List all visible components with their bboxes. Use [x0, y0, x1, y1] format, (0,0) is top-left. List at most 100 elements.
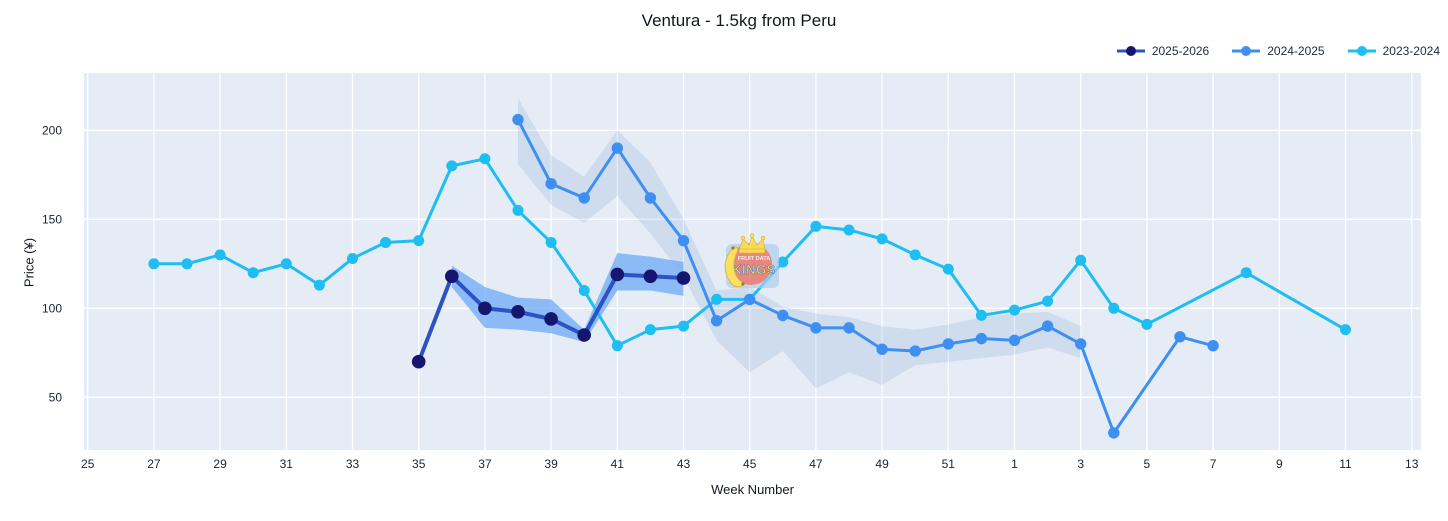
data-point-2023-2024-week-29[interactable]	[214, 249, 226, 261]
data-point-2023-2024-week-32[interactable]	[313, 279, 325, 291]
y-tick-label: 200	[42, 123, 62, 137]
x-tick-label: 7	[1210, 457, 1217, 471]
data-point-2025-2026-week-42[interactable]	[643, 269, 658, 284]
chart-legend: 2025-2026 2024-2025 2023-2024	[1116, 44, 1440, 58]
data-point-2024-2025-week-45[interactable]	[744, 293, 756, 306]
data-point-2024-2025-week-52[interactable]	[975, 332, 988, 345]
legend-item-2023-2024[interactable]: 2023-2024	[1347, 44, 1440, 58]
data-point-2023-2024-week-28[interactable]	[181, 258, 193, 270]
y-tick-label: 50	[49, 390, 63, 404]
data-point-2023-2024-week-30[interactable]	[247, 267, 259, 279]
data-point-2023-2024-week-39[interactable]	[545, 236, 557, 248]
x-tick-label: 29	[213, 457, 227, 471]
data-point-2023-2024-week-48[interactable]	[843, 224, 855, 236]
legend-label: 2025-2026	[1151, 44, 1210, 58]
data-point-2025-2026-week-39[interactable]	[544, 312, 558, 326]
data-point-2024-2025-week-1[interactable]	[1008, 334, 1021, 347]
data-point-2023-2024-week-27[interactable]	[148, 258, 160, 270]
confidence-band-2024-2025	[518, 98, 1081, 389]
x-tick-label: 11	[1339, 457, 1352, 471]
data-point-2023-2024-week-1[interactable]	[1009, 304, 1020, 316]
x-tick-label: 13	[1405, 457, 1419, 471]
data-point-2023-2024-week-52[interactable]	[975, 309, 987, 321]
legend-label: 2024-2025	[1267, 44, 1325, 58]
data-point-2023-2024-week-43[interactable]	[678, 320, 689, 332]
data-point-2025-2026-week-41[interactable]	[610, 267, 625, 282]
data-point-2023-2024-week-33[interactable]	[347, 252, 358, 264]
x-tick-label: 9	[1276, 457, 1283, 471]
data-point-2025-2026-week-43[interactable]	[676, 271, 691, 285]
data-point-2024-2025-week-40[interactable]	[578, 192, 590, 204]
data-point-2024-2025-week-4[interactable]	[1108, 427, 1120, 439]
data-point-2023-2024-week-42[interactable]	[644, 324, 656, 336]
y-axis-title: Price (¥)	[21, 237, 37, 288]
data-point-2023-2024-week-5[interactable]	[1141, 318, 1153, 330]
data-point-2024-2025-week-7[interactable]	[1207, 339, 1219, 352]
legend-item-2025-2026[interactable]: 2025-2026	[1116, 44, 1209, 58]
x-tick-label: 33	[346, 457, 360, 471]
chart-title: Ventura - 1.5kg from Peru	[641, 11, 837, 30]
legend-item-2024-2025[interactable]: 2024-2025	[1231, 44, 1325, 58]
data-point-2024-2025-week-3[interactable]	[1075, 338, 1087, 350]
data-point-2023-2024-week-41[interactable]	[611, 340, 623, 352]
data-point-2023-2024-week-3[interactable]	[1075, 254, 1087, 266]
x-tick-label: 35	[412, 457, 426, 471]
data-point-2023-2024-week-8[interactable]	[1240, 267, 1252, 279]
data-point-2023-2024-week-51[interactable]	[942, 263, 954, 275]
y-tick-label: 150	[42, 212, 62, 226]
data-point-2023-2024-week-34[interactable]	[380, 236, 392, 248]
data-point-2025-2026-week-38[interactable]	[511, 305, 525, 319]
data-point-2024-2025-week-48[interactable]	[843, 322, 855, 334]
data-point-2024-2025-week-44[interactable]	[710, 315, 723, 327]
legend-swatch	[1116, 46, 1145, 56]
data-point-2023-2024-week-38[interactable]	[512, 204, 524, 216]
data-point-2024-2025-week-39[interactable]	[545, 178, 557, 190]
data-point-2025-2026-week-37[interactable]	[478, 301, 492, 316]
data-point-2023-2024-week-11[interactable]	[1340, 324, 1351, 336]
data-point-2024-2025-week-50[interactable]	[909, 345, 921, 357]
series-2024-2025	[512, 113, 1219, 439]
data-point-2023-2024-week-2[interactable]	[1042, 295, 1054, 307]
x-tick-label: 39	[544, 457, 558, 471]
data-point-2025-2026-week-36[interactable]	[445, 269, 459, 284]
data-point-2024-2025-week-51[interactable]	[942, 338, 954, 350]
y-tick-label: 100	[42, 301, 62, 315]
x-tick-label: 31	[280, 457, 294, 471]
x-tick-label: 41	[611, 457, 625, 471]
legend-swatch	[1347, 46, 1376, 56]
x-axis-title: Week Number	[711, 482, 794, 497]
data-point-2023-2024-week-46[interactable]	[777, 256, 789, 268]
data-point-2024-2025-week-6[interactable]	[1174, 331, 1186, 343]
data-point-2025-2026-week-35[interactable]	[411, 354, 426, 369]
data-point-2023-2024-week-50[interactable]	[909, 249, 921, 261]
x-tick-label: 51	[942, 457, 956, 471]
data-point-2023-2024-week-36[interactable]	[446, 160, 458, 172]
data-point-2024-2025-week-2[interactable]	[1041, 320, 1054, 332]
axis-tick-labels: 25 27 29 31 33 35 37 39 41 43 45 47 49 51 1 3 5 7 9 11 13501…	[42, 123, 1419, 471]
legend-swatch	[1232, 46, 1261, 56]
data-point-2024-2025-week-46[interactable]	[777, 309, 789, 322]
data-point-2023-2024-week-35[interactable]	[413, 235, 425, 247]
data-point-2024-2025-week-41[interactable]	[611, 142, 623, 154]
data-point-2025-2026-week-40[interactable]	[577, 328, 591, 342]
x-tick-label: 3	[1077, 457, 1084, 471]
data-point-2023-2024-week-37[interactable]	[479, 153, 491, 165]
data-point-2023-2024-week-49[interactable]	[876, 233, 888, 245]
data-point-2023-2024-week-44[interactable]	[711, 293, 723, 305]
x-tick-label: 5	[1144, 457, 1151, 471]
data-point-2023-2024-week-31[interactable]	[280, 258, 292, 270]
x-tick-label: 43	[677, 457, 691, 471]
data-point-2023-2024-week-4[interactable]	[1108, 302, 1120, 314]
x-tick-label: 47	[809, 457, 823, 471]
data-point-2024-2025-week-42[interactable]	[644, 192, 657, 204]
data-point-2024-2025-week-49[interactable]	[876, 343, 888, 355]
data-point-2023-2024-week-40[interactable]	[578, 285, 590, 296]
data-point-2024-2025-week-47[interactable]	[810, 322, 822, 334]
data-point-2023-2024-week-47[interactable]	[810, 220, 822, 232]
x-tick-label: 45	[743, 457, 757, 471]
data-point-2024-2025-week-38[interactable]	[512, 113, 524, 126]
data-point-2024-2025-week-43[interactable]	[677, 234, 690, 247]
x-tick-label: 1	[1011, 457, 1018, 471]
x-tick-label: 49	[875, 457, 889, 471]
